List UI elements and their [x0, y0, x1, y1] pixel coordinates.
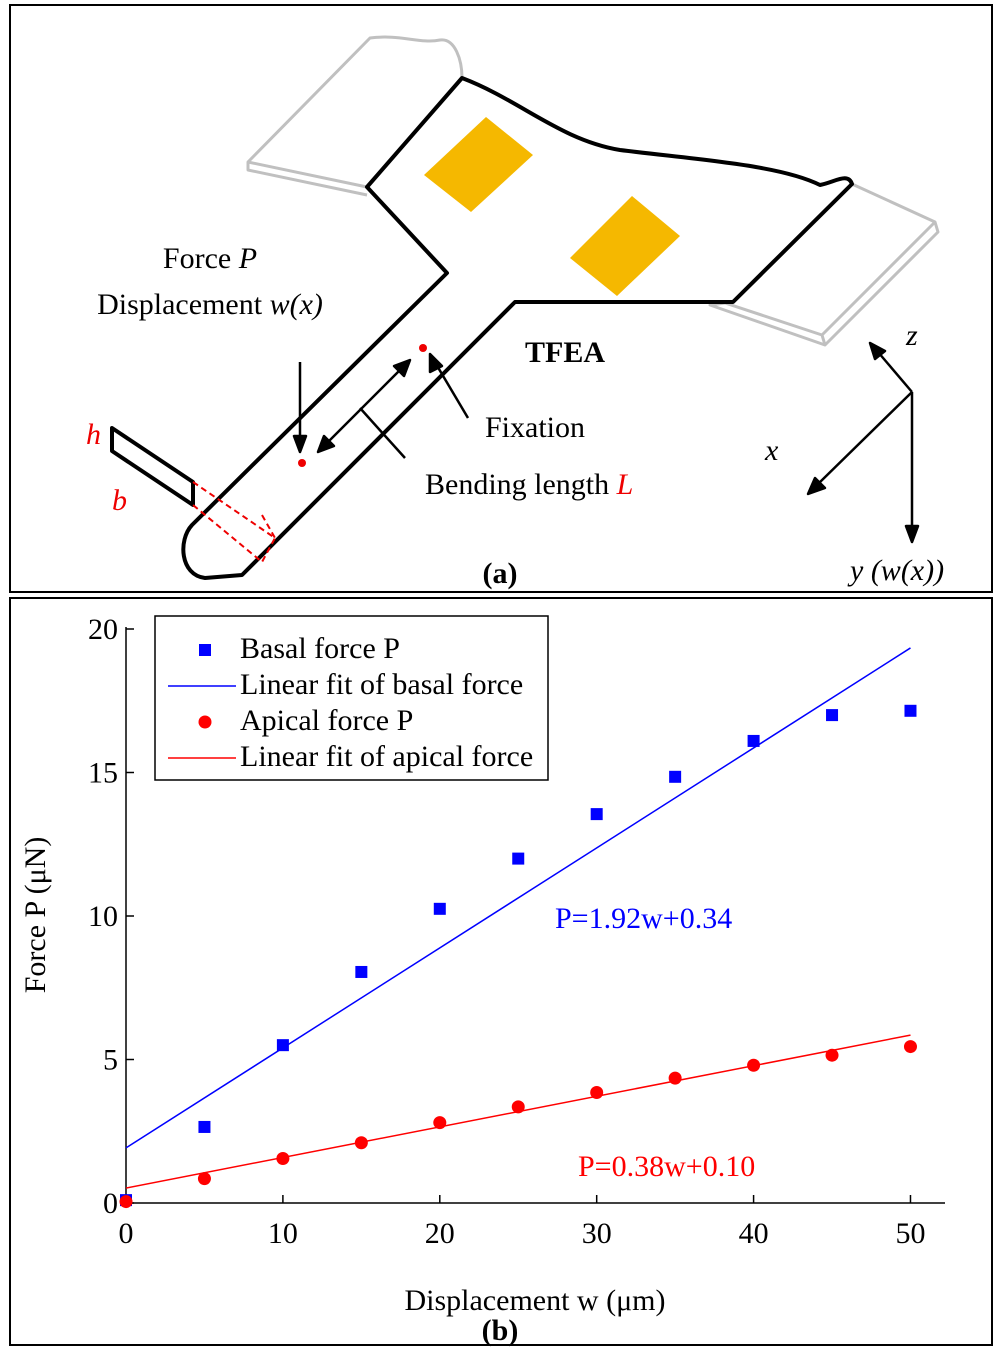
legend-symbol	[199, 644, 211, 656]
legend-label: Linear fit of apical force	[240, 740, 533, 773]
electrode	[570, 196, 680, 296]
section-guide	[192, 481, 276, 563]
bending-label: Bending length L	[425, 468, 633, 501]
z-axis	[877, 351, 913, 393]
symbol: w(x)	[270, 288, 323, 321]
fixation-arrow	[434, 363, 470, 419]
point	[825, 1048, 839, 1062]
point	[276, 1039, 289, 1052]
symbol: P	[238, 242, 257, 275]
point	[197, 1172, 211, 1186]
x-tick-label: 40	[739, 1217, 769, 1250]
x-axis	[817, 391, 913, 485]
arrow-head	[428, 352, 444, 374]
plate-back	[246, 35, 464, 197]
legend-label: Basal force P	[240, 632, 400, 665]
x-tick-label: 30	[582, 1217, 612, 1250]
label-text: Bending length	[425, 468, 609, 501]
arrows	[292, 341, 920, 544]
y-tick-label: 0	[103, 1187, 118, 1220]
x-tick-label: 10	[268, 1217, 298, 1250]
tfea-outline	[181, 76, 854, 580]
legend-label: Apical force P	[240, 704, 413, 737]
label-text: Displacement	[97, 288, 263, 321]
arrow-head	[316, 434, 336, 454]
plate-back	[708, 182, 940, 347]
arrow-head	[904, 524, 920, 544]
force-label: Force P	[163, 242, 257, 275]
arrow-head	[868, 341, 887, 361]
panel-frame	[9, 4, 993, 593]
electrode	[424, 117, 533, 212]
chart: Force P (μN) Displacement w (μm) (b) P=1…	[19, 613, 945, 1347]
point	[276, 1152, 290, 1166]
leader-line	[359, 407, 406, 459]
fit-line	[125, 1034, 911, 1189]
panel-label: (b)	[482, 1314, 519, 1347]
width-symbol: b	[112, 484, 127, 517]
point	[590, 808, 603, 821]
x-tick-label: 50	[895, 1217, 925, 1250]
displacement-label: Displacement w(x)	[97, 288, 323, 321]
axis-y-label: y (w(x))	[847, 554, 944, 587]
height-symbol: h	[86, 418, 101, 451]
fit-equation: P=0.38w+0.10	[578, 1150, 755, 1183]
arrow-head	[392, 358, 412, 378]
panel-label: (a)	[483, 557, 518, 590]
point	[669, 770, 682, 783]
device-label: TFEA	[525, 336, 605, 369]
y-tick-label: 20	[88, 613, 118, 646]
x-tick-label: 20	[425, 1217, 455, 1250]
point	[512, 852, 525, 865]
cross-section	[110, 426, 195, 507]
label-text: Force	[163, 242, 231, 275]
length-arrow	[327, 369, 401, 443]
y-tick-label: 5	[103, 1044, 118, 1077]
y-tick-label: 15	[88, 757, 118, 790]
point	[119, 1195, 133, 1209]
point	[511, 1100, 525, 1114]
fit-equation: P=1.92w+0.34	[555, 902, 732, 935]
point	[826, 709, 839, 722]
x-axis-title: Displacement w (μm)	[404, 1284, 665, 1317]
point	[904, 704, 917, 717]
load-point	[298, 459, 306, 467]
point	[433, 902, 446, 915]
y-axis-title: Force P (μN)	[19, 837, 52, 994]
legend-label: Linear fit of basal force	[240, 668, 523, 701]
legend-box	[154, 615, 549, 781]
point	[747, 734, 760, 747]
point	[355, 965, 368, 978]
fixation-label: Fixation	[485, 411, 585, 444]
x-tick-label: 0	[119, 1217, 134, 1250]
axis-z-label: z	[905, 319, 918, 352]
point	[198, 1120, 211, 1133]
fit-line	[125, 647, 911, 1149]
symbol: L	[616, 468, 634, 501]
legend-symbol	[198, 715, 212, 729]
diagram: Force P Displacement w(x) TFEA Fixation …	[86, 35, 944, 590]
panel-frame	[9, 597, 993, 1346]
y-tick-label: 10	[88, 900, 118, 933]
axis-x-label: x	[764, 434, 779, 467]
point	[668, 1071, 682, 1085]
fixation-point	[419, 344, 427, 352]
arrow-head	[806, 476, 827, 496]
point	[903, 1040, 917, 1054]
arrow-head	[292, 434, 308, 454]
